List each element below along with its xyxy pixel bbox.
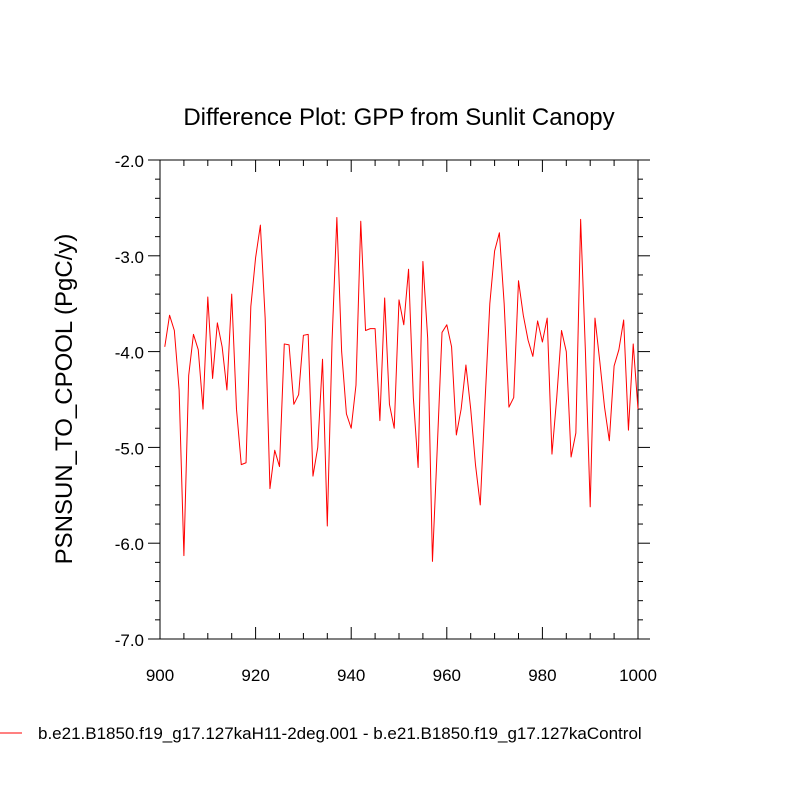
y-tick-label: -4.0 [115, 344, 144, 363]
legend-label: b.e21.B1850.f19_g17.127kaH11-2deg.001 - … [38, 724, 642, 743]
x-tick-label: 920 [241, 666, 269, 685]
series-layer [164, 216, 639, 562]
chart-title: Difference Plot: GPP from Sunlit Canopy [183, 104, 614, 131]
y-tick-label: -6.0 [115, 535, 144, 554]
x-tick-label: 960 [433, 666, 461, 685]
series-line [164, 216, 639, 562]
x-tick-labels: 900 920 940 960 980 1000 [146, 666, 657, 685]
y-axis-label: PSNSUN_TO_CPOOL (PgC/y) [51, 234, 78, 565]
x-tick-label: 900 [146, 666, 174, 685]
legend: b.e21.B1850.f19_g17.127kaH11-2deg.001 - … [0, 724, 642, 743]
axis-ticks [148, 159, 650, 640]
y-tick-labels: -7.0 -6.0 -5.0 -4.0 -3.0 -2.0 [115, 152, 144, 650]
x-tick-label: 980 [528, 666, 556, 685]
y-tick-label: -5.0 [115, 439, 144, 458]
y-tick-label: -2.0 [115, 152, 144, 171]
y-tick-label: -3.0 [115, 248, 144, 267]
y-tick-label: -7.0 [115, 631, 144, 650]
x-tick-label: 1000 [619, 666, 657, 685]
x-tick-label: 940 [337, 666, 365, 685]
